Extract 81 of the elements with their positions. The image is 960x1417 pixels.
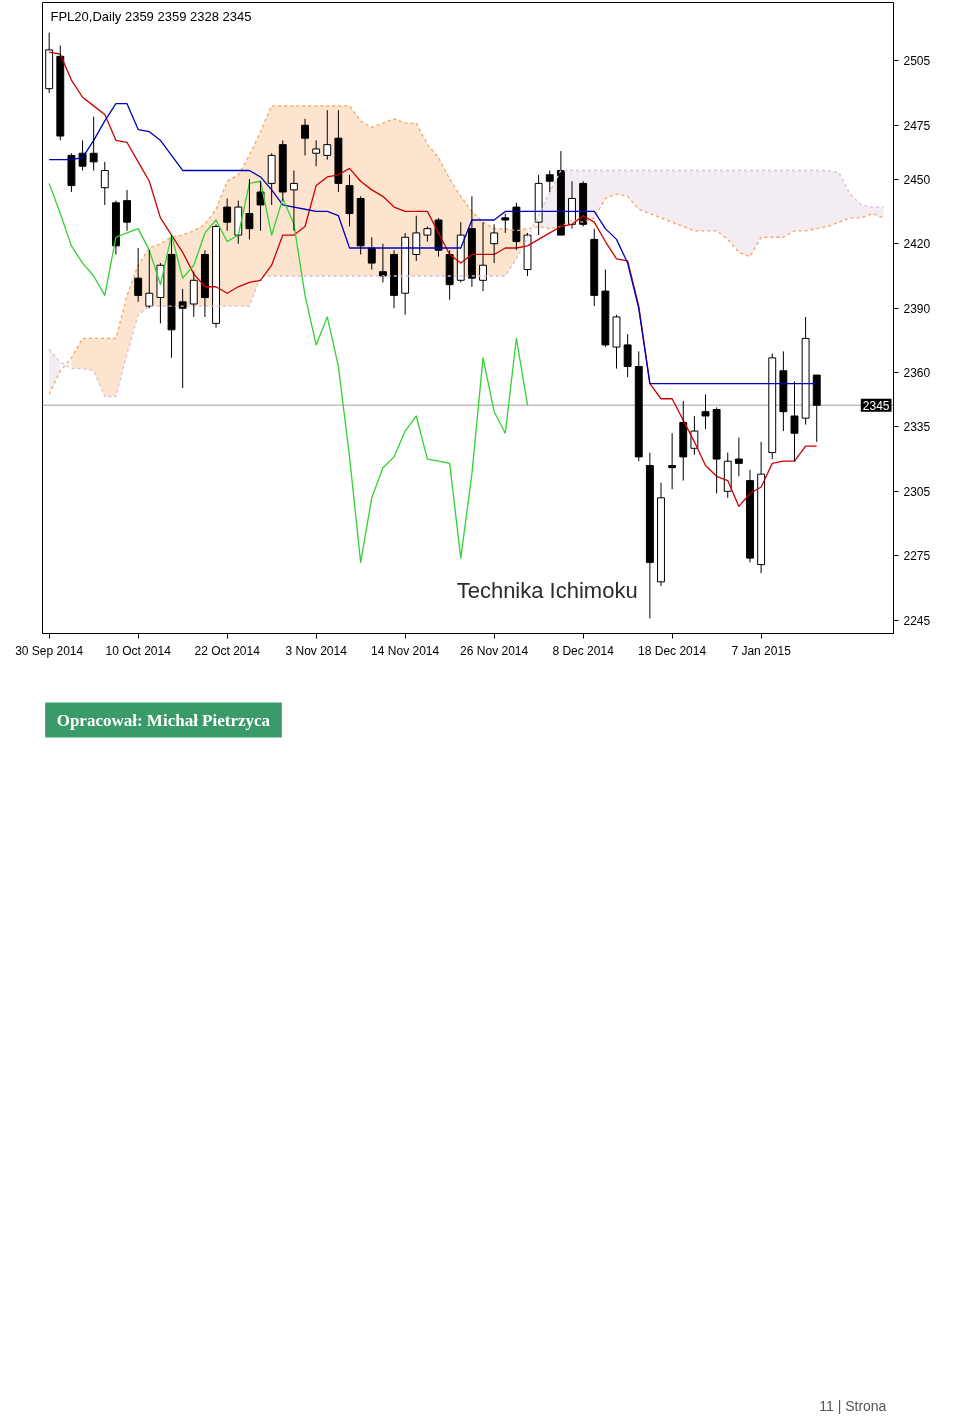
x-tick-label: 18 Dec 2014 [638,643,707,658]
x-tick-label: 14 Nov 2014 [371,643,440,658]
candlestick [134,247,143,303]
x-tick-label: 30 Sep 2014 [15,643,84,658]
ref-line-label: 2345 [862,398,890,413]
candlestick [245,178,254,240]
y-tick-label: 2335 [903,420,931,435]
candlestick [746,469,754,563]
line-series [48,51,818,508]
candlestick [801,316,810,426]
candlestick [612,314,621,370]
x-tick-label: 3 Nov 2014 [285,643,348,658]
x-tick-label: 8 Dec 2014 [552,643,615,658]
candlestick [768,353,777,460]
candlestick [679,400,688,482]
candlestick [45,32,54,94]
candlestick [145,249,154,309]
candlestick [267,152,276,206]
candlestick [523,232,532,277]
candlestick [668,432,677,490]
candlestick [334,109,343,193]
candlestick [367,236,376,271]
candlestick [390,249,398,309]
x-tick-label: 7 Jan 2015 [731,643,792,658]
candlestick [657,482,665,587]
candlestick [278,139,287,202]
candlestick [645,452,654,619]
candlestick [323,109,332,161]
candlestick [790,381,799,462]
candlestick [67,152,76,193]
candlestick [301,118,309,156]
candlestick [779,350,788,432]
candlestick [289,169,298,232]
candlestick [568,180,576,230]
line-series [48,180,529,564]
x-tick-label: 22 Oct 2014 [194,643,261,658]
y-tick-label: 2475 [903,118,931,133]
y-tick-label: 2450 [903,172,931,187]
y-tick-label: 2305 [903,484,931,499]
y-tick-label: 2420 [903,237,931,252]
candlestick [178,288,187,389]
candlestick [590,228,599,307]
candlestick [501,213,510,234]
text: FPL20,Daily 2359 2359 2328 2345 [50,8,252,24]
x-tick-label: 10 Oct 2014 [105,643,172,658]
y-tick-label: 2390 [903,301,931,316]
text: Opracował: Michał Pietrzyca [56,710,271,730]
candlestick [623,333,632,378]
candlestick [167,234,176,359]
candlestick [579,180,588,227]
candlestick [545,169,554,193]
candlestick [401,232,410,316]
candlestick [312,139,321,167]
candlestick [734,437,743,477]
candlestick [634,350,643,462]
candlestick [757,441,766,574]
x-tick-label: 26 Nov 2014 [460,643,529,658]
candlestick [378,243,387,283]
y-tick-label: 2360 [903,366,931,381]
candlestick [479,221,487,292]
annotation: Technika Ichimoku [456,578,638,604]
candlestick [467,195,476,288]
candlestick [490,223,499,264]
candlestick [223,197,232,232]
candlestick [200,249,209,318]
y-tick-label: 2245 [903,614,931,629]
candlestick [256,180,265,232]
candlestick [445,249,454,301]
candlestick [123,189,131,232]
candlestick [111,200,120,255]
candlestick [701,393,710,430]
candlestick [56,45,65,141]
text: 11 | Strona [819,1397,887,1414]
candlestick [712,406,721,495]
candlestick [412,215,421,262]
candlestick [345,174,354,227]
candlestick [423,225,432,243]
candlestick [601,269,610,348]
y-tick-label: 2505 [903,54,931,69]
candlestick [212,223,220,329]
y-tick-label: 2275 [903,549,931,564]
